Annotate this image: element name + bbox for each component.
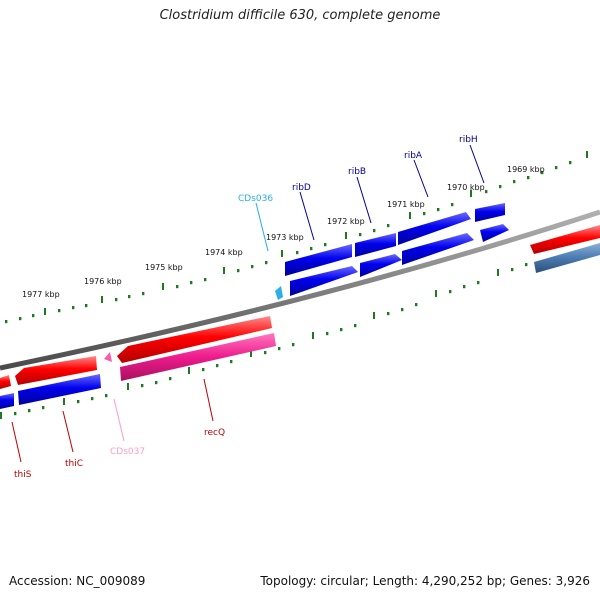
lower-red-cds-row: [0, 316, 272, 389]
kbp-label-1977: 1977 kbp: [22, 290, 60, 299]
gene-label-ribb: ribB: [348, 167, 366, 177]
genome-backbone: [0, 209, 600, 371]
kbp-label-1969: 1969 kbp: [507, 165, 545, 174]
cds-blue-a[interactable]: [480, 224, 509, 242]
cds-ribd[interactable]: [285, 244, 352, 276]
cds-right-red[interactable]: [530, 225, 600, 254]
inner-tick-ring: [0, 263, 528, 419]
cds-blue-d[interactable]: [290, 266, 358, 296]
topology-text: Topology: circular; Length: 4,290,252 bp…: [260, 574, 590, 588]
cds-riba[interactable]: [398, 212, 471, 245]
gene-label-cds036: CDs036: [238, 194, 273, 204]
gene-label-cds037: CDs037: [110, 447, 145, 457]
kbp-label-1975: 1975 kbp: [145, 263, 183, 272]
cds-blue-b[interactable]: [402, 233, 474, 265]
kbp-label-1974: 1974 kbp: [205, 248, 243, 257]
kbp-label-1972: 1972 kbp: [327, 217, 365, 226]
cds-red-c[interactable]: [0, 375, 11, 389]
accession-text: Accession: NC_009089: [9, 574, 146, 588]
cds-right-steelblue[interactable]: [534, 243, 600, 273]
kbp-label-1970: 1970 kbp: [447, 183, 485, 192]
cds-this[interactable]: [0, 393, 14, 409]
gene-label-this: thiS: [14, 470, 32, 480]
map-title: Clostridium difficile 630, complete geno…: [159, 8, 441, 23]
gene-label-ribh: ribH: [459, 135, 478, 145]
cds-pink-large[interactable]: [120, 333, 276, 381]
cds-037[interactable]: [104, 352, 112, 362]
upper-reverse-cds-row: [285, 203, 505, 276]
lower-blue-cds-row: [290, 224, 509, 296]
kbp-label-1976: 1976 kbp: [84, 277, 122, 286]
cds-recq[interactable]: [117, 316, 272, 363]
cds-ribh[interactable]: [475, 203, 505, 222]
cds-thic[interactable]: [18, 374, 101, 405]
outer-tick-ring: [5, 151, 588, 324]
label-connectors: [11, 144, 485, 463]
kbp-label-1971: 1971 kbp: [387, 200, 425, 209]
gene-label-riba: ribA: [404, 151, 423, 161]
gene-label-ribd: ribD: [292, 183, 311, 193]
cds-red-b[interactable]: [15, 356, 97, 385]
gene-label-recq: recQ: [204, 428, 225, 438]
cds-blue-c[interactable]: [360, 254, 402, 277]
gene-label-thic: thiC: [65, 459, 83, 469]
kbp-label-1973: 1973 kbp: [266, 233, 304, 242]
cds-036[interactable]: [275, 286, 283, 300]
cds-ribb[interactable]: [355, 233, 396, 257]
